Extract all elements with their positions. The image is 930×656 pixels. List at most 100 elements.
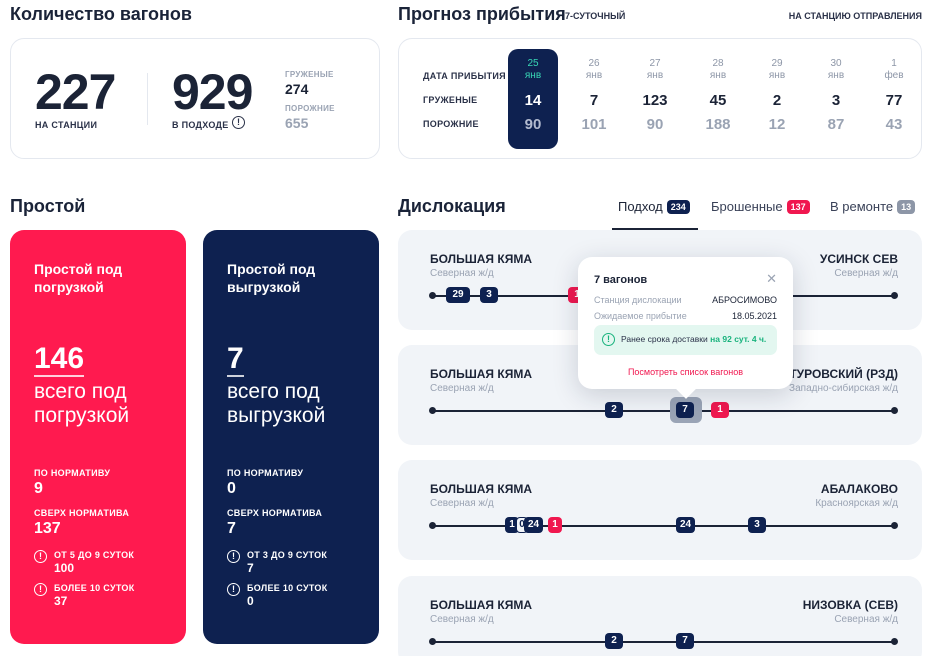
idle-loading-card[interactable]: Простой под погрузкой 146 всего под погр… [10, 230, 186, 644]
forecast-day[interactable]: 29 янв 2 12 [768, 58, 786, 133]
wagon-group-chip[interactable]: 7 [676, 402, 694, 418]
idle-unloading-over-value: 7 [227, 520, 236, 537]
route-to-railway: Западно-сибирская ж/д [789, 383, 898, 394]
route-start-dot [429, 638, 436, 645]
idle-loading-title: Простой под погрузкой [34, 261, 123, 295]
route-card[interactable]: БОЛЬШАЯ КЯМА Северная ж/д ТУРОВСКИЙ (РЗД… [398, 345, 922, 445]
warning-icon: ! [34, 583, 47, 596]
tab-repair[interactable]: В ремонте 13 [830, 199, 916, 214]
idle-unloading-over-label: СВЕРХ НОРМАТИВА [227, 508, 323, 518]
warning-icon: ! [227, 583, 240, 596]
tab-approach-count: 234 [666, 200, 690, 214]
forecast-subtitle: 7-СУТОЧНЫЙ [565, 11, 626, 21]
tooltip-notice: ! Ранее срока доставки на 92 сут. 4 ч. [594, 325, 777, 355]
forecast-empty-label: ПОРОЖНИЕ [423, 119, 479, 129]
view-wagon-list-link[interactable]: Посмотреть список вагонов [627, 367, 744, 377]
idle-loading-norm-value: 9 [34, 480, 43, 497]
idle-loading-value: 146 [34, 342, 85, 377]
route-from: БОЛЬШАЯ КЯМА [430, 482, 532, 496]
warning-icon: ! [34, 550, 47, 563]
forecast-card: ДАТА ПРИБЫТИЯ ГРУЖЕНЫЕ ПОРОЖНИЕ 25 янв 14… [398, 38, 922, 159]
forecast-day[interactable]: 26 янв 7 101 [581, 58, 607, 133]
tab-approach[interactable]: Подход 234 [618, 199, 690, 214]
idle-loading-desc: всего под погрузкой [34, 380, 130, 427]
route-from: БОЛЬШАЯ КЯМА [430, 252, 532, 266]
at-station-label: НА СТАНЦИИ [35, 120, 98, 130]
idle-loading-range2-label: БОЛЕЕ 10 СУТОК [54, 583, 135, 593]
idle-unloading-range2-value: 0 [247, 594, 254, 608]
route-to-railway: Красноярская ж/д [815, 498, 898, 509]
route-card[interactable]: БОЛЬШАЯ КЯМА Северная ж/д НИЗОВКА (СЕВ) … [398, 576, 922, 656]
idle-unloading-norm-value: 0 [227, 480, 236, 497]
wagon-group-chip[interactable]: 3 [748, 517, 766, 533]
forecast-station-link[interactable]: НА СТАНЦИЮ ОТПРАВЛЕНИЯ [788, 11, 922, 21]
empty-label: ПОРОЖНИЕ [285, 104, 335, 113]
forecast-loaded-label: ГРУЖЕНЫЕ [423, 95, 478, 105]
route-card[interactable]: БОЛЬШАЯ КЯМА Северная ж/д АБАЛАКОВО Крас… [398, 460, 922, 560]
idle-loading-range2-value: 37 [54, 594, 68, 608]
wagon-group-chip[interactable]: 2 [605, 402, 623, 418]
dislocation-title: Дислокация [398, 196, 506, 216]
route-from-railway: Северная ж/д [430, 614, 494, 625]
loaded-label: ГРУЖЕНЫЕ [285, 70, 334, 79]
idle-unloading-title: Простой под выгрузкой [227, 261, 316, 295]
wagon-group-chip[interactable]: 1 [505, 517, 519, 533]
tooltip-arrival-value: 18.05.2021 [731, 311, 777, 321]
tab-repair-count: 13 [897, 200, 916, 214]
tooltip-title: 7 вагонов [594, 274, 648, 286]
forecast-day[interactable]: 30 янв 3 87 [827, 58, 845, 133]
wagon-group-chip[interactable]: 3 [480, 287, 498, 303]
empty-value: 655 [285, 115, 309, 131]
wagons-card: 227 НА СТАНЦИИ 929 В ПОДХОДЕ ! ГРУЖЕНЫЕ … [10, 38, 380, 159]
idle-unloading-card[interactable]: Простой под выгрузкой 7 всего под выгруз… [203, 230, 379, 644]
wagons-title: Количество вагонов [10, 4, 192, 24]
route-to: АБАЛАКОВО [820, 482, 898, 496]
route-line [432, 525, 896, 527]
route-from-railway: Северная ж/д [430, 383, 494, 394]
forecast-day[interactable]: 25 янв 14 90 [524, 58, 542, 133]
route-to-railway: Северная ж/д [834, 614, 898, 625]
approaching-label: В ПОДХОДЕ [172, 120, 229, 130]
route-start-dot [429, 292, 436, 299]
route-start-dot [429, 522, 436, 529]
idle-title: Простой [10, 196, 86, 216]
route-from: БОЛЬШАЯ КЯМА [430, 598, 532, 612]
idle-unloading-value: 7 [227, 342, 244, 377]
forecast-day[interactable]: 1 фев 77 43 [884, 58, 904, 133]
loaded-value: 274 [285, 81, 309, 97]
close-icon[interactable]: ✕ [766, 271, 777, 286]
tooltip-arrival-label: Ожидаемое прибытие [594, 311, 687, 321]
tab-abandoned[interactable]: Брошенные 137 [711, 199, 810, 214]
route-line [432, 641, 896, 643]
idle-loading-range1-value: 100 [54, 561, 75, 575]
idle-unloading-desc: всего под выгрузкой [227, 380, 326, 427]
wagon-group-chip[interactable]: 1 [548, 517, 562, 533]
info-icon[interactable]: ! [232, 116, 245, 129]
forecast-day[interactable]: 27 янв 123 90 [642, 58, 668, 133]
approaching-value: 929 [172, 64, 253, 120]
forecast-title: Прогноз прибытия [398, 4, 566, 24]
warning-icon: ! [227, 550, 240, 563]
tooltip-station-value: АБРОСИМОВО [712, 295, 777, 305]
wagon-group-chip[interactable]: 24 [676, 517, 696, 533]
route-to: ТУРОВСКИЙ (РЗД) [789, 367, 898, 381]
idle-loading-norm-label: ПО НОРМАТИВУ [34, 468, 111, 478]
wagon-group-chip[interactable]: 29 [446, 287, 470, 303]
wagon-group-chip[interactable]: 7 [676, 633, 694, 649]
route-from-railway: Северная ж/д [430, 498, 494, 509]
route-from: БОЛЬШАЯ КЯМА [430, 367, 532, 381]
forecast-day[interactable]: 28 янв 45 188 [705, 58, 731, 133]
wagon-group-chip[interactable]: 24 [524, 517, 544, 533]
active-day-highlight [508, 49, 558, 149]
idle-loading-over-value: 137 [34, 520, 61, 537]
tooltip-notice-text: Ранее срока доставки на 92 сут. 4 ч. [621, 334, 767, 344]
at-station-value: 227 [35, 64, 116, 120]
wagon-group-chip[interactable]: 1 [711, 402, 729, 418]
route-line [432, 410, 896, 412]
tooltip-station-label: Станция дислокации [594, 295, 682, 305]
route-to: УСИНСК СЕВ [819, 252, 898, 266]
tab-abandoned-count: 137 [786, 200, 810, 214]
wagon-group-tooltip: 7 вагонов ✕ Станция дислокации АБРОСИМОВ… [578, 257, 793, 399]
route-to: НИЗОВКА (СЕВ) [802, 598, 898, 612]
wagon-group-chip[interactable]: 2 [605, 633, 623, 649]
